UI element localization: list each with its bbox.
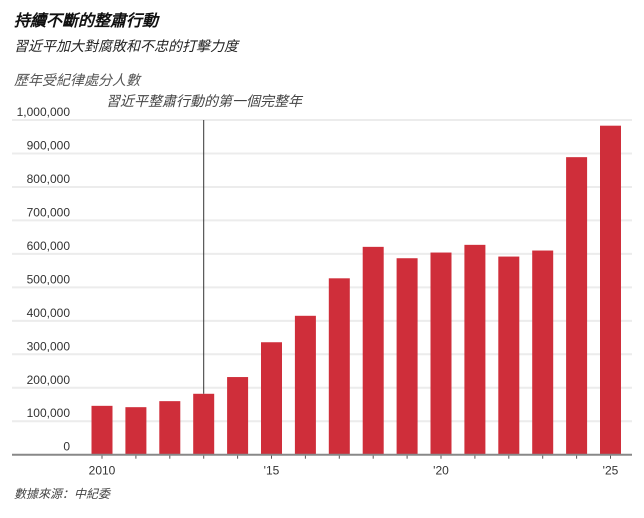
bar-2025 bbox=[600, 125, 621, 455]
y-axis-label: 歷年受紀律處分人數 bbox=[14, 73, 140, 89]
y-tick-label: 0 bbox=[63, 440, 70, 454]
y-tick-label: 300,000 bbox=[27, 339, 71, 353]
y-tick-label: 400,000 bbox=[27, 306, 71, 320]
x-tick-label: '25 bbox=[603, 464, 619, 478]
bar-2010 bbox=[91, 405, 113, 455]
y-tick-label: 600,000 bbox=[27, 239, 71, 253]
bar-2015 bbox=[261, 342, 282, 455]
y-tick-label: 800,000 bbox=[27, 172, 71, 186]
bar-2013 bbox=[193, 393, 215, 455]
source-note: 數據來源：中紀委 bbox=[14, 487, 111, 501]
chart-title: 持續不斷的整肅行動 bbox=[14, 11, 159, 30]
bar-2020 bbox=[430, 252, 452, 455]
annotation-text: 習近平整肅行動的第一個完整年 bbox=[106, 94, 302, 110]
bar-2022 bbox=[498, 256, 520, 455]
bar-2016 bbox=[294, 315, 316, 455]
x-tick-label: '15 bbox=[264, 464, 280, 478]
bar-2014 bbox=[227, 377, 249, 455]
x-tick-label: '20 bbox=[433, 464, 449, 478]
y-tick-label: 900,000 bbox=[27, 138, 71, 152]
y-tick-label: 100,000 bbox=[27, 406, 71, 420]
bar-2019 bbox=[396, 258, 418, 455]
bar-2024 bbox=[566, 157, 588, 455]
bar-2011 bbox=[125, 407, 147, 455]
y-tick-label: 1,000,000 bbox=[17, 105, 71, 119]
bar-2021 bbox=[464, 244, 486, 455]
bar-2023 bbox=[532, 250, 554, 455]
y-tick-label: 700,000 bbox=[27, 205, 71, 219]
bar-2012 bbox=[159, 401, 181, 455]
y-tick-label: 500,000 bbox=[27, 272, 71, 286]
bar-2017 bbox=[328, 278, 350, 455]
bar-2018 bbox=[362, 246, 384, 455]
y-tick-label: 200,000 bbox=[27, 373, 71, 387]
chart-subtitle: 習近平加大對腐敗和不忠的打擊力度 bbox=[14, 39, 238, 55]
x-tick-label: 2010 bbox=[89, 464, 116, 478]
